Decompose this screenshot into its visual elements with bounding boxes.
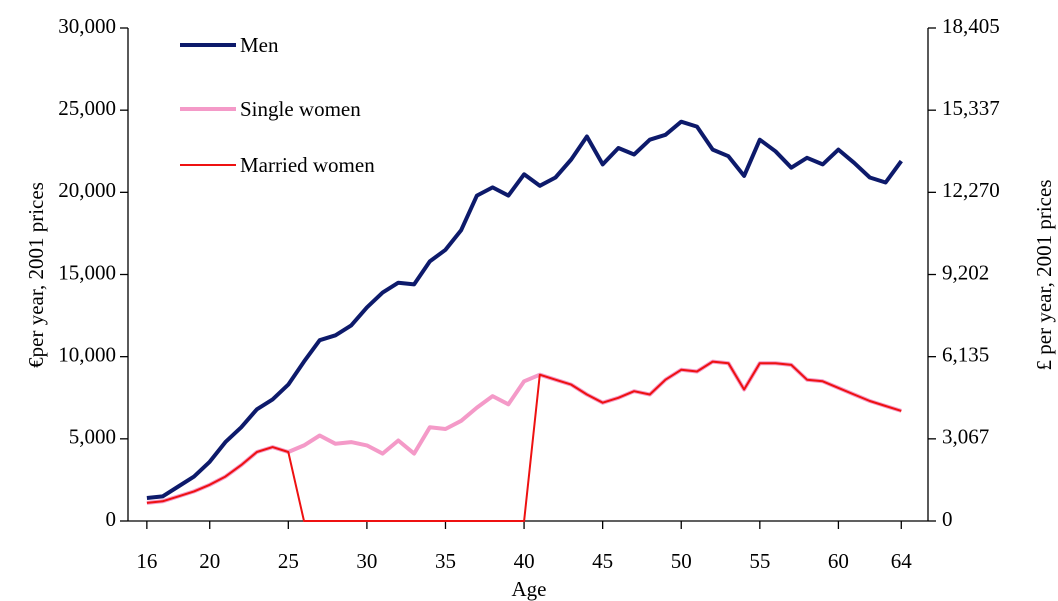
x-tick-label: 50 — [671, 549, 692, 573]
y2-tick-label: 18,405 — [942, 14, 1000, 38]
y2-tick-label: 15,337 — [942, 96, 1000, 120]
y2-tick-label: 9,202 — [942, 260, 989, 284]
y2-axis-label: £ per year, 2001 prices — [1032, 180, 1056, 371]
y2-tick-label: 3,067 — [942, 425, 989, 449]
x-tick-label: 60 — [828, 549, 849, 573]
y-tick-label: 10,000 — [58, 342, 116, 366]
x-tick-label: 25 — [278, 549, 299, 573]
legend-label: Men — [240, 33, 279, 57]
y-tick-label: 25,000 — [58, 96, 116, 120]
y2-tick-label: 0 — [942, 507, 953, 531]
x-tick-label: 20 — [199, 549, 220, 573]
legend-label: Married women — [240, 153, 375, 177]
x-tick-label: 55 — [749, 549, 770, 573]
series-line — [146, 119, 903, 500]
x-tick-label: 16 — [136, 549, 157, 573]
y-tick-label: 20,000 — [58, 178, 116, 202]
y-axis-label: €per year, 2001 prices — [24, 182, 48, 368]
y2-tick-label: 12,270 — [942, 178, 1000, 202]
y-tick-label: 5,000 — [69, 425, 116, 449]
y-tick-label: 30,000 — [58, 14, 116, 38]
x-tick-label: 45 — [592, 549, 613, 573]
x-tick-label: 64 — [891, 549, 913, 573]
y-tick-label: 0 — [106, 507, 117, 531]
y-tick-label: 15,000 — [58, 260, 116, 284]
legend-label: Single women — [240, 97, 361, 121]
series-line — [146, 360, 902, 522]
series-line — [146, 359, 902, 505]
x-axis-label: Age — [512, 577, 547, 601]
x-tick-label: 40 — [514, 549, 535, 573]
x-tick-label: 30 — [356, 549, 377, 573]
x-tick-label: 35 — [435, 549, 456, 573]
y2-tick-label: 6,135 — [942, 342, 989, 366]
